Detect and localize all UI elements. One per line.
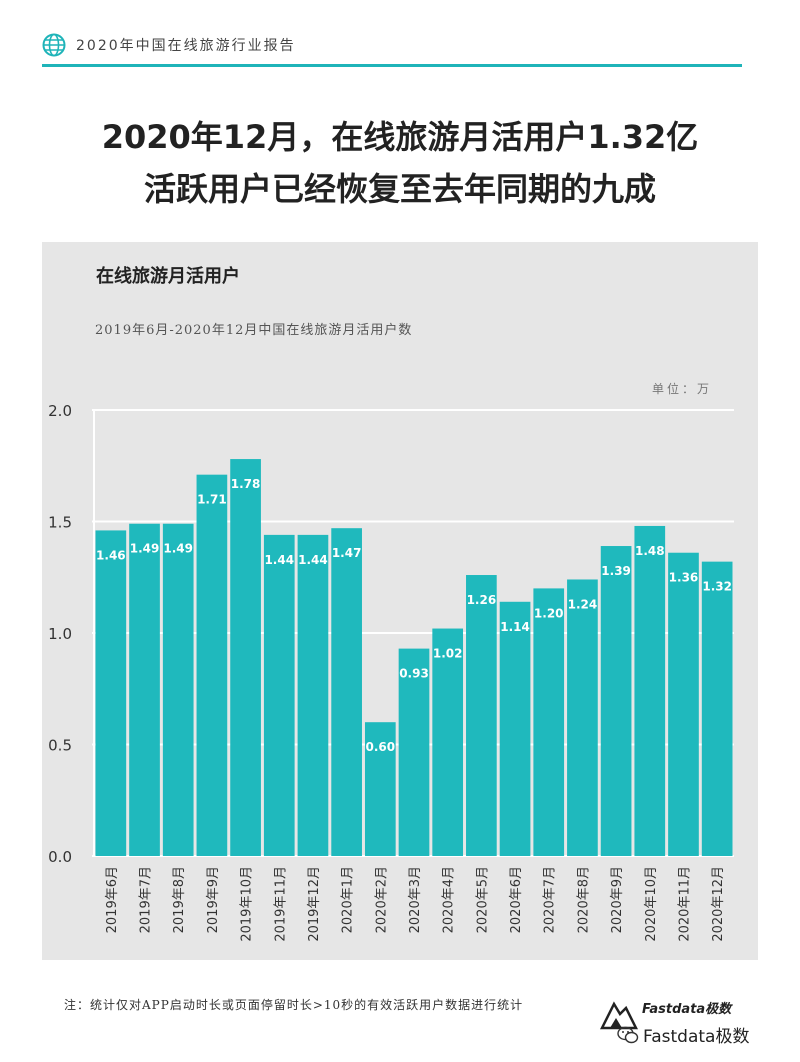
chart-subtitle: 2019年6月-2020年12月中国在线旅游月活用户数 (95, 323, 413, 338)
x-tick-label: 2020年11月 (677, 866, 692, 942)
data-label: 1.36 (669, 571, 699, 585)
data-label: 1.14 (500, 620, 530, 634)
x-tick-label: 2019年7月 (139, 866, 154, 933)
data-label: 1.46 (96, 548, 126, 562)
x-tick-label: 2020年5月 (475, 866, 490, 933)
x-tick-label: 2019年11月 (273, 866, 288, 942)
data-label: 1.49 (163, 542, 193, 556)
bar (499, 601, 531, 856)
x-tick-label: 2020年3月 (408, 866, 423, 933)
data-label: 1.48 (635, 544, 665, 558)
data-label: 1.32 (702, 580, 732, 594)
header-title: 2020年中国在线旅游行业报告 (76, 38, 296, 54)
bar (398, 648, 430, 856)
chart-title: 在线旅游月活用户 (96, 266, 240, 287)
x-tick-label: 2020年2月 (374, 866, 389, 933)
data-label: 0.60 (366, 740, 396, 754)
x-tick-label: 2019年10月 (240, 866, 255, 942)
data-label: 1.44 (298, 553, 328, 567)
x-tick-label: 2020年10月 (644, 866, 659, 942)
report-header: 2020年中国在线旅游行业报告 (42, 30, 296, 60)
x-tick-label: 2020年9月 (610, 866, 625, 933)
data-label: 1.47 (332, 546, 362, 560)
bar (701, 561, 733, 856)
page-title-line1: 2020年12月，在线旅游月活用户1.32亿 (101, 118, 699, 156)
data-label: 0.93 (399, 667, 429, 681)
globe-icon (42, 33, 66, 57)
bar (129, 523, 160, 856)
y-tick-label: 1.5 (48, 514, 72, 532)
page-title-line2: 活跃用户已经恢复至去年同期的九成 (143, 170, 656, 208)
x-tick-label: 2019年9月 (206, 866, 221, 933)
bar (196, 474, 228, 856)
data-label: 1.44 (264, 553, 294, 567)
data-label: 1.49 (130, 542, 160, 556)
bar (432, 628, 464, 856)
bar (263, 534, 295, 856)
x-tick-label: 2020年12月 (711, 866, 726, 942)
x-tick-label: 2019年12月 (307, 866, 322, 942)
x-tick-label: 2019年8月 (172, 866, 187, 933)
bar (634, 525, 666, 856)
data-label: 1.71 (197, 493, 227, 507)
bar (162, 523, 194, 856)
bar (567, 579, 598, 856)
wechat-account-name: Fastdata极数 (643, 1027, 750, 1047)
y-tick-label: 0.5 (48, 737, 72, 755)
bar (331, 528, 362, 856)
x-tick-label: 2020年4月 (442, 866, 457, 933)
bar (230, 459, 261, 856)
x-tick-label: 2020年8月 (576, 866, 591, 933)
header-divider (42, 64, 742, 67)
bar (297, 534, 329, 856)
x-tick-label: 2019年6月 (105, 866, 120, 933)
data-label: 1.39 (601, 564, 631, 578)
y-tick-label: 1.0 (48, 625, 72, 643)
wechat-icon (617, 1026, 639, 1043)
unit-label: 单位：万 (652, 382, 713, 396)
bar (533, 588, 565, 856)
data-label: 1.02 (433, 647, 463, 661)
bar (668, 552, 699, 856)
y-tick-label: 2.0 (48, 402, 72, 420)
footnote: 注：统计仅对APP启动时长或页面停留时长>10秒的有效活跃用户数据进行统计 (64, 998, 524, 1012)
bar (95, 530, 127, 856)
wechat-account: Fastdata极数 (617, 1022, 749, 1047)
x-tick-label: 2020年7月 (543, 866, 558, 933)
x-tick-label: 2020年1月 (341, 866, 356, 933)
y-tick-label: 0.0 (48, 848, 72, 866)
bar (466, 575, 497, 856)
data-label: 1.26 (467, 593, 497, 607)
data-label: 1.20 (534, 606, 564, 620)
brand-logo-text: Fastdata极数 (642, 1002, 732, 1017)
data-label: 1.78 (231, 477, 261, 491)
x-tick-label: 2020年6月 (509, 866, 524, 933)
bar (364, 722, 396, 856)
data-label: 1.24 (568, 597, 598, 611)
bar (600, 546, 632, 856)
